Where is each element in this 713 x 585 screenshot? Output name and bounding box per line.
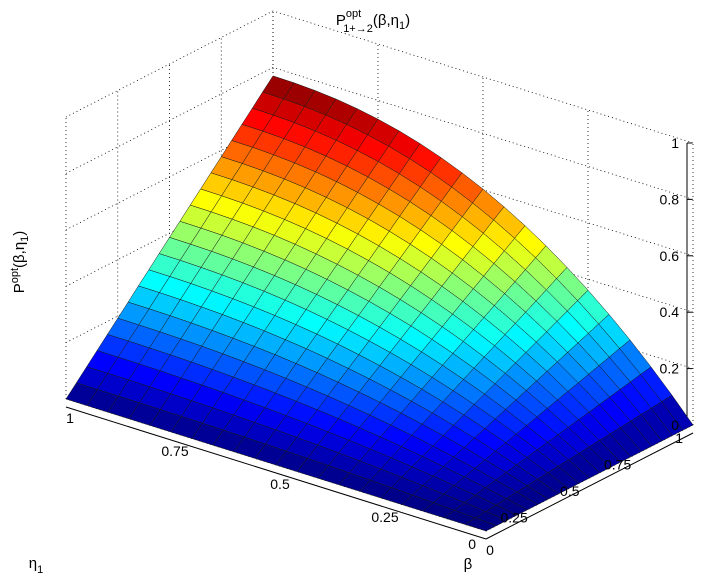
surface [65,75,694,532]
z-tick-label: 0.4 [660,304,680,320]
chart-title: Popt 1+→2(β,η1) [336,8,410,35]
eta-tick-label: 0.75 [604,457,631,473]
z-tick-label: 1 [671,135,679,151]
beta-tick-label: 0.25 [371,509,398,525]
beta-tick-label: 0.75 [161,443,188,459]
z-tick-label: 0.6 [660,248,680,264]
beta-tick-label: 0.5 [270,476,290,492]
eta-axis-line [485,432,694,540]
z-tick-label: 0.2 [660,361,680,377]
z-axis-title: Popt(β,η1) [9,231,31,294]
eta-tick-label: 0 [468,536,476,552]
y-axis-title: η1 [29,555,43,576]
z-tick-label: 0 [671,417,679,433]
z-gridline [65,66,694,200]
surface-patch [464,517,498,532]
eta-tick-label: 1 [675,430,683,446]
eta-tick-label: 0.5 [560,483,580,499]
z-tick-label: 0.8 [660,191,680,207]
z-gridline [65,10,694,144]
axes [65,142,694,540]
beta-tick-label: 0 [486,542,494,558]
beta-tick-label: 1 [66,410,74,426]
eta-tick-label: 0.25 [501,510,528,526]
x-axis-title: β [464,556,473,573]
beta-axis-line [65,406,487,540]
